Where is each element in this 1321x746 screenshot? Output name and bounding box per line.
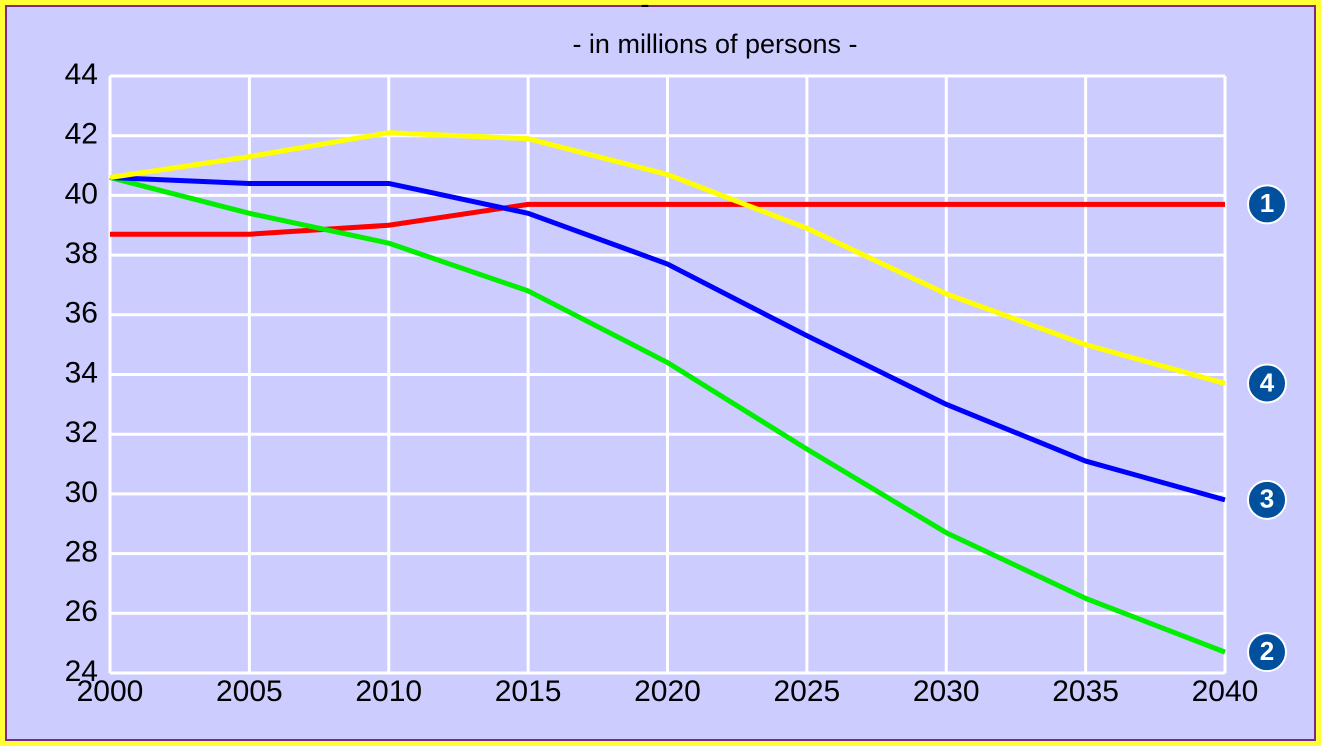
y-tick-label: 28: [65, 536, 98, 569]
series-badge: [1247, 184, 1287, 225]
x-tick-label: 2035: [1052, 675, 1119, 708]
x-tick-label: 2030: [913, 675, 980, 708]
y-tick-label: 32: [65, 416, 98, 449]
series-line: [110, 201, 1225, 237]
x-tick-label: 2000: [77, 675, 144, 708]
x-tick-label: 2020: [634, 675, 701, 708]
y-tick-label: 26: [65, 595, 98, 628]
series-line: [109, 175, 1226, 655]
legend-label: 1: [1260, 188, 1274, 218]
series-badge: [1247, 479, 1287, 520]
y-tick-label: 24: [65, 655, 98, 688]
series-line: [109, 174, 1226, 503]
legend-label: 2: [1260, 636, 1274, 666]
y-tick-label: 34: [65, 356, 98, 389]
y-tick-label: 40: [65, 177, 98, 210]
chart-subtitle: - in millions of persons -: [572, 29, 857, 59]
y-tick-label: 38: [65, 237, 98, 270]
chart-title: -: [641, 0, 650, 19]
series-badge: [1247, 632, 1287, 673]
y-tick-label: 42: [65, 118, 98, 151]
series-badge: [1247, 363, 1287, 404]
legend-label: 3: [1260, 484, 1274, 514]
series-line: [109, 130, 1226, 386]
y-tick-label: 30: [65, 476, 98, 509]
y-tick-label: 36: [65, 297, 98, 330]
y-tick-label: 44: [65, 58, 98, 91]
x-tick-label: 2040: [1192, 675, 1259, 708]
x-tick-label: 2025: [774, 675, 841, 708]
x-tick-label: 2005: [216, 675, 283, 708]
x-tick-label: 2010: [355, 675, 422, 708]
legend-label: 4: [1260, 367, 1275, 397]
x-tick-label: 2015: [495, 675, 562, 708]
